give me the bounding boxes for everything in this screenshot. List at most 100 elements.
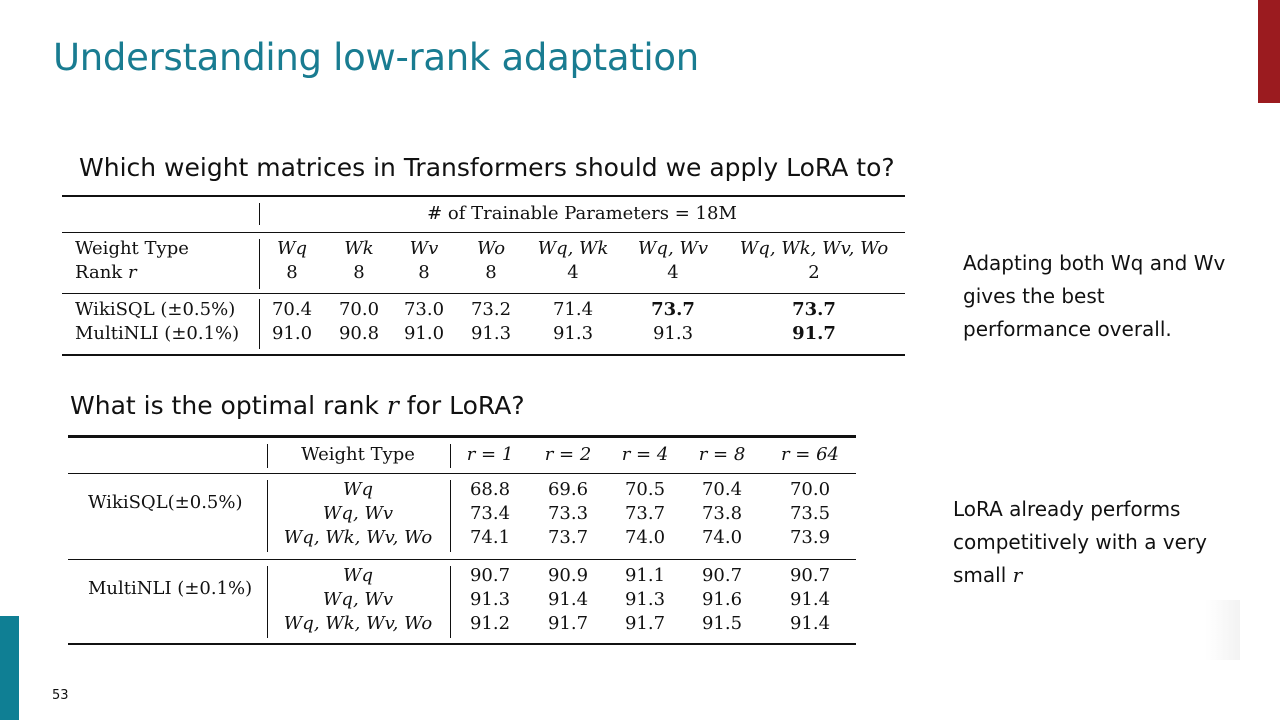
table-cell: 91.4 bbox=[789, 613, 831, 634]
table-cell: 91.5 bbox=[701, 613, 743, 634]
slide-title: Understanding low-rank adaptation bbox=[53, 36, 699, 79]
note-best-performance: Adapting both Wq and Wv gives the best p… bbox=[963, 251, 1226, 341]
table-divider bbox=[259, 203, 260, 225]
question-optimal-rank: What is the optimal rank r for LoRA? bbox=[70, 391, 525, 420]
group-label: WikiSQL(±0.5%) bbox=[88, 492, 243, 513]
table-cell: 73.7 bbox=[547, 527, 589, 548]
table-divider bbox=[450, 444, 451, 468]
question-text-end: for LoRA? bbox=[398, 391, 525, 420]
table-cell: 91.0 bbox=[271, 323, 313, 344]
table-cell: 91.3 bbox=[652, 323, 694, 344]
table-cell: 91.3 bbox=[624, 589, 666, 610]
table-top-rule bbox=[68, 435, 856, 438]
row-weight-type: Wq bbox=[342, 479, 374, 500]
optimal-rank-table: Weight Type r = 1 r = 2 r = 4 r = 8 r = 64 W… bbox=[68, 435, 856, 647]
table-caption: # of Trainable Parameters = 18M bbox=[427, 203, 737, 224]
table-cell: 73.4 bbox=[469, 503, 511, 524]
row-weight-type: Wq, Wk, Wv, Wo bbox=[283, 613, 433, 634]
table-cell: 91.6 bbox=[701, 589, 743, 610]
rank-header: r = 8 bbox=[698, 444, 746, 465]
rank-label-var: r bbox=[127, 262, 137, 283]
row-label: WikiSQL (±0.5%) bbox=[75, 299, 236, 320]
table-header-rule bbox=[68, 473, 856, 474]
column-weight-type: Wo bbox=[476, 238, 506, 259]
accent-bar-top-right bbox=[1258, 0, 1280, 103]
column-rank: 8 bbox=[286, 262, 298, 283]
table-cell: 74.1 bbox=[469, 527, 511, 548]
note-var: r bbox=[1012, 563, 1023, 587]
table-mid-rule bbox=[68, 559, 856, 560]
table-divider bbox=[267, 444, 268, 468]
question-text: What is the optimal rank bbox=[70, 391, 387, 420]
table-bottom-rule bbox=[68, 643, 856, 645]
column-weight-type: Wq, Wk bbox=[537, 238, 609, 259]
column-rank: 4 bbox=[567, 262, 579, 283]
table-cell: 90.7 bbox=[469, 565, 511, 586]
table-cell: 90.9 bbox=[547, 565, 589, 586]
table-cell: 91.3 bbox=[469, 589, 511, 610]
column-weight-type: Wq, Wv bbox=[637, 238, 709, 259]
table-divider bbox=[267, 566, 268, 638]
column-rank: 4 bbox=[667, 262, 679, 283]
column-weight-type: Wq bbox=[276, 238, 308, 259]
table-cell: 91.4 bbox=[789, 589, 831, 610]
table-divider bbox=[267, 480, 268, 552]
table-cell: 69.6 bbox=[547, 479, 589, 500]
column-rank: 8 bbox=[353, 262, 365, 283]
table-cell: 91.7 bbox=[547, 613, 589, 634]
rank-header: r = 2 bbox=[544, 444, 592, 465]
note-small-rank: LoRA already performs competitively with… bbox=[953, 493, 1223, 592]
row-weight-type: Wq, Wk, Wv, Wo bbox=[283, 527, 433, 548]
table-mid-rule bbox=[62, 293, 905, 294]
table-cell: 73.7 bbox=[792, 299, 836, 320]
rank-header: r = 1 bbox=[466, 444, 514, 465]
accent-bar-bottom-left bbox=[0, 616, 19, 720]
table-cell: 71.4 bbox=[552, 299, 594, 320]
table-cell: 68.8 bbox=[469, 479, 511, 500]
row-weight-type: Wq bbox=[342, 565, 374, 586]
table-cell: 73.2 bbox=[470, 299, 512, 320]
row-label: MultiNLI (±0.1%) bbox=[75, 323, 240, 344]
table-cell: 90.7 bbox=[789, 565, 831, 586]
table-cell: 70.5 bbox=[624, 479, 666, 500]
table-cell: 91.3 bbox=[552, 323, 594, 344]
table-cell: 91.2 bbox=[469, 613, 511, 634]
row-label-rank: Rank r bbox=[75, 262, 137, 283]
column-rank: 8 bbox=[485, 262, 497, 283]
table-cell: 91.7 bbox=[624, 613, 666, 634]
table-cell: 70.0 bbox=[338, 299, 380, 320]
table-cell: 91.4 bbox=[547, 589, 589, 610]
weight-matrices-table: # of Trainable Parameters = 18M Weight T… bbox=[62, 195, 905, 357]
table-divider bbox=[450, 566, 451, 638]
table-cell: 73.8 bbox=[701, 503, 743, 524]
question-var: r bbox=[386, 391, 399, 420]
table-cell: 90.8 bbox=[338, 323, 380, 344]
table-cell: 90.7 bbox=[701, 565, 743, 586]
table-divider bbox=[259, 299, 260, 349]
table-cell: 73.5 bbox=[789, 503, 831, 524]
rank-header: r = 4 bbox=[621, 444, 669, 465]
page-number: 53 bbox=[52, 688, 69, 703]
column-rank: 2 bbox=[808, 262, 820, 283]
table-cell: 73.3 bbox=[547, 503, 589, 524]
group-label: MultiNLI (±0.1%) bbox=[88, 578, 253, 599]
table-cell: 70.0 bbox=[789, 479, 831, 500]
table-cell: 74.0 bbox=[701, 527, 743, 548]
column-weight-type: Wq, Wk, Wv, Wo bbox=[739, 238, 889, 259]
table-cell: 74.0 bbox=[624, 527, 666, 548]
table-header-rule bbox=[62, 232, 905, 233]
table-top-rule bbox=[62, 195, 905, 197]
table-cell: 73.7 bbox=[651, 299, 695, 320]
table-cell: 70.4 bbox=[701, 479, 743, 500]
column-weight-type: Wv bbox=[409, 238, 439, 259]
rank-header: r = 64 bbox=[780, 444, 840, 465]
column-rank: 8 bbox=[418, 262, 430, 283]
table-bottom-rule bbox=[62, 354, 905, 356]
table-cell: 91.1 bbox=[624, 565, 666, 586]
row-weight-type: Wq, Wv bbox=[322, 589, 394, 610]
table-cell: 73.7 bbox=[624, 503, 666, 524]
note-text: LoRA already performs competitively with… bbox=[953, 497, 1208, 587]
table-divider bbox=[450, 480, 451, 552]
table-cell: 91.0 bbox=[403, 323, 445, 344]
table-cell: 91.7 bbox=[792, 323, 836, 344]
